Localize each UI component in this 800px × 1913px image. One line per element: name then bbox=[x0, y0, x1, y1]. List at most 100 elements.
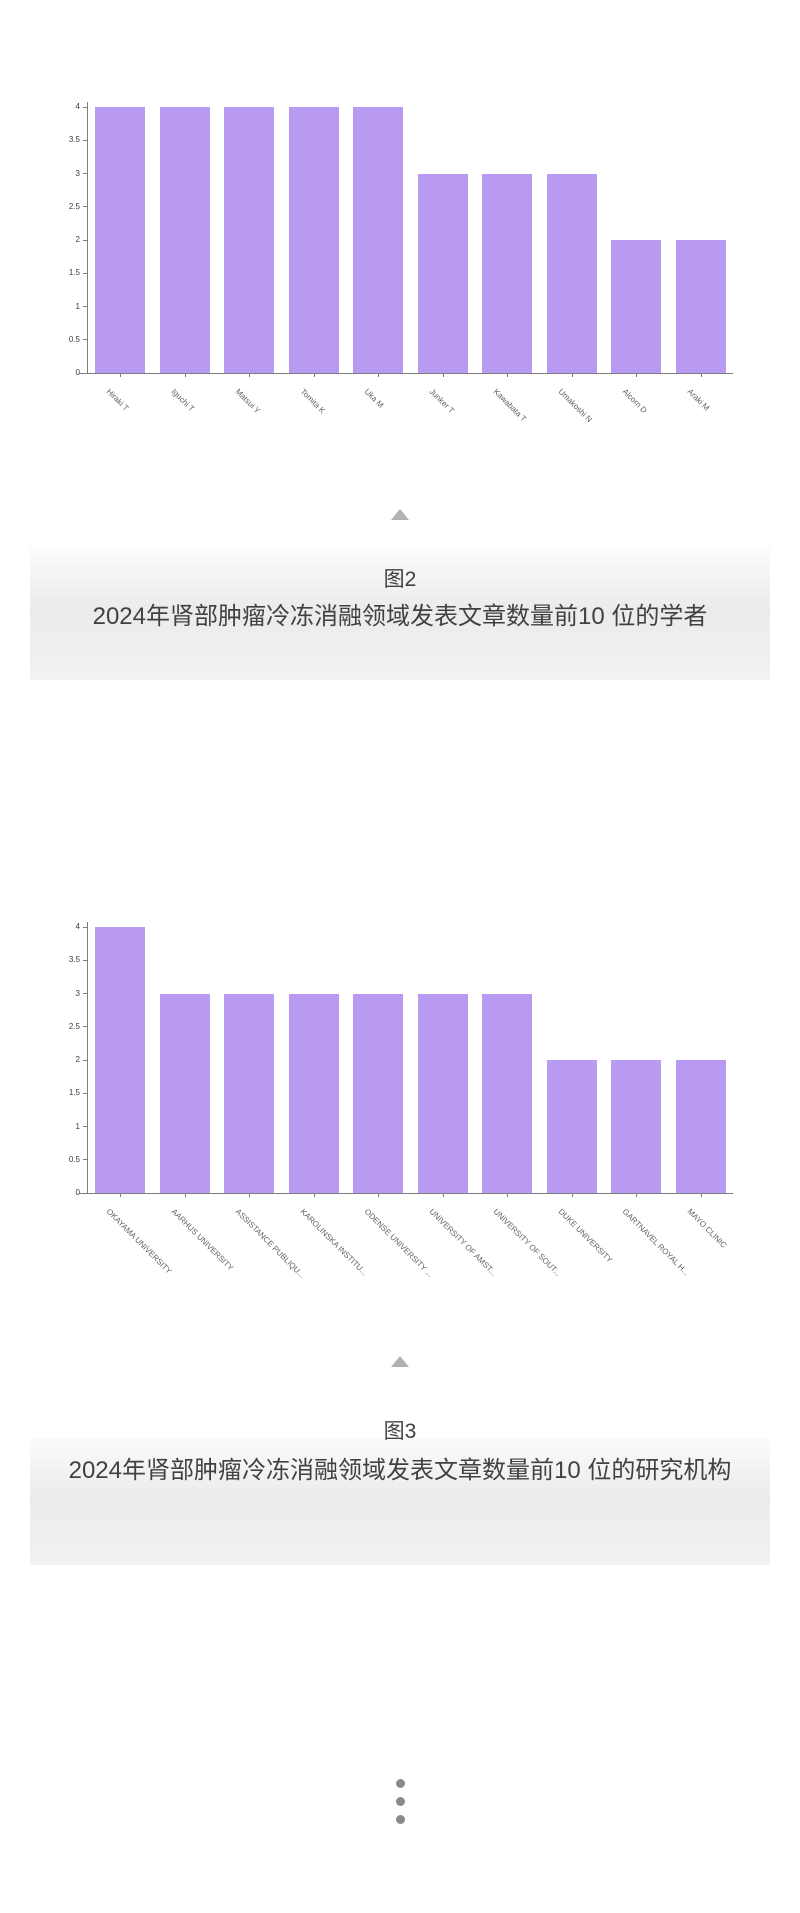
x-axis-tick bbox=[442, 373, 444, 377]
bar bbox=[159, 107, 210, 373]
scholars-bar-chart: 0 0.5 1 1.5 2 2.5 3 3.5 4 Hiraki T Iguchi T Matsui … bbox=[69, 102, 733, 424]
y-axis-tick bbox=[83, 1126, 88, 1127]
category-label-text: DUKE UNIVERSITY bbox=[556, 1207, 614, 1265]
x-axis-tick bbox=[249, 373, 251, 377]
figure3-title: 2024年肾部肿瘤冷冻消融领域发表文章数量前10 位的研究机构 bbox=[68, 1457, 732, 1484]
x-axis-line bbox=[79, 1193, 88, 1194]
y-axis-tick-label: 0.5 bbox=[68, 334, 80, 344]
x-axis-tick bbox=[507, 1193, 509, 1197]
y-axis-tick bbox=[83, 926, 88, 928]
y-axis-tick bbox=[83, 1026, 88, 1028]
y-axis-tick bbox=[83, 339, 88, 341]
bar bbox=[159, 993, 210, 1193]
bar bbox=[288, 993, 339, 1193]
bar bbox=[675, 1060, 726, 1193]
y-axis-tick-label: 0 bbox=[75, 1188, 80, 1197]
dot bbox=[396, 1779, 405, 1788]
y-axis-tick-label: 3.5 bbox=[68, 135, 80, 145]
y-axis-tick bbox=[83, 1059, 88, 1061]
y-axis-tick-label: 4 bbox=[75, 922, 80, 931]
y-axis-tick bbox=[83, 106, 88, 108]
dot bbox=[396, 1797, 405, 1806]
y-axis-tick-label: 3 bbox=[75, 168, 80, 178]
bar bbox=[417, 993, 468, 1193]
bar bbox=[482, 993, 533, 1193]
x-axis-tick bbox=[313, 1193, 315, 1197]
bar bbox=[95, 927, 146, 1193]
x-axis-line bbox=[79, 373, 88, 374]
category-label-text: Hiraki T bbox=[104, 387, 131, 413]
x-axis-tick bbox=[120, 373, 122, 377]
bar bbox=[353, 107, 404, 373]
category-label-text: Uka M bbox=[362, 387, 386, 410]
x-axis-tick bbox=[571, 1193, 573, 1197]
figure3-label: 图3 bbox=[383, 1420, 417, 1443]
y-axis-tick-label: 2 bbox=[75, 1055, 80, 1064]
y-axis-tick-label: 3.5 bbox=[68, 955, 80, 965]
y-axis-line bbox=[87, 922, 88, 927]
category-label-text: GARTNAVEL ROYAL H... bbox=[620, 1207, 692, 1278]
x-axis-tick bbox=[120, 1193, 122, 1197]
y-axis-tick bbox=[83, 306, 88, 307]
bar bbox=[482, 173, 533, 373]
category-label-text: OKAYAMA UNIVERSITY bbox=[104, 1207, 174, 1276]
more-indicator-icon[interactable] bbox=[396, 1779, 405, 1833]
dot bbox=[396, 1815, 405, 1824]
category-label-text: Alcorn D bbox=[620, 387, 649, 416]
y-axis-tick bbox=[83, 272, 88, 274]
x-axis-tick bbox=[571, 373, 573, 377]
y-axis-tick-label: 0 bbox=[75, 368, 80, 377]
y-axis-tick-label: 1.5 bbox=[68, 268, 80, 278]
y-axis-tick bbox=[83, 959, 88, 961]
x-axis-tick bbox=[249, 1193, 251, 1197]
category-label-text: MAYO CLINIC bbox=[685, 1207, 729, 1250]
category-label-text: Araki M bbox=[685, 387, 711, 413]
y-axis-tick bbox=[83, 139, 88, 141]
figure3-caption-band bbox=[30, 1438, 770, 1565]
bar bbox=[675, 240, 726, 373]
x-axis-tick bbox=[184, 373, 186, 377]
figure2-caption-band bbox=[30, 548, 770, 680]
y-axis-tick-label: 3 bbox=[75, 988, 80, 998]
y-axis-tick-label: 4 bbox=[75, 102, 80, 111]
category-label-text: Junker T bbox=[427, 387, 456, 416]
category-label-text: Tomita K bbox=[298, 387, 327, 416]
x-axis-tick bbox=[700, 373, 702, 377]
x-axis-tick bbox=[442, 1193, 444, 1197]
y-axis-tick-label: 2.5 bbox=[68, 1021, 80, 1031]
y-axis-tick bbox=[83, 1159, 88, 1161]
bar bbox=[95, 107, 146, 373]
figure2-label: 图2 bbox=[383, 568, 417, 591]
category-label-text: Iguchi T bbox=[169, 387, 196, 414]
y-axis-tick bbox=[83, 239, 88, 241]
category-label-text: KAROLINSKA INSTITU... bbox=[298, 1207, 369, 1278]
y-axis-tick bbox=[83, 1192, 88, 1194]
bar bbox=[611, 240, 662, 373]
bar bbox=[546, 173, 597, 373]
bar bbox=[288, 107, 339, 373]
figure2-title: 2024年肾部肿瘤冷冻消融领域发表文章数量前10 位的学者 bbox=[92, 603, 708, 630]
x-axis-tick bbox=[636, 1193, 638, 1197]
bar bbox=[417, 173, 468, 373]
collapse-arrow-icon[interactable] bbox=[391, 1356, 409, 1367]
y-axis-tick-label: 1.5 bbox=[68, 1088, 80, 1098]
x-axis-tick bbox=[313, 373, 315, 377]
y-axis-tick-label: 2.5 bbox=[68, 201, 80, 211]
x-axis-tick bbox=[378, 1193, 380, 1197]
bar bbox=[546, 1060, 597, 1193]
y-axis-tick bbox=[83, 173, 88, 174]
category-label-text: UNIVERSITY OF AMST... bbox=[427, 1207, 499, 1278]
category-label-text: ODENSE UNIVERSITY ... bbox=[362, 1207, 435, 1279]
category-label-text: AARHUS UNIVERSITY bbox=[169, 1207, 235, 1273]
collapse-arrow-icon[interactable] bbox=[391, 509, 409, 520]
bar bbox=[224, 993, 275, 1193]
category-label-text: ASSISTANCE PUBLIQU... bbox=[233, 1207, 307, 1280]
y-axis-tick-label: 1 bbox=[75, 1121, 80, 1131]
y-axis-tick bbox=[83, 372, 88, 374]
y-axis-tick bbox=[83, 206, 88, 208]
bar bbox=[611, 1060, 662, 1193]
category-label-text: Umakoshi N bbox=[556, 387, 594, 425]
category-label-text: Matsui Y bbox=[233, 387, 263, 416]
x-axis-tick bbox=[507, 373, 509, 377]
